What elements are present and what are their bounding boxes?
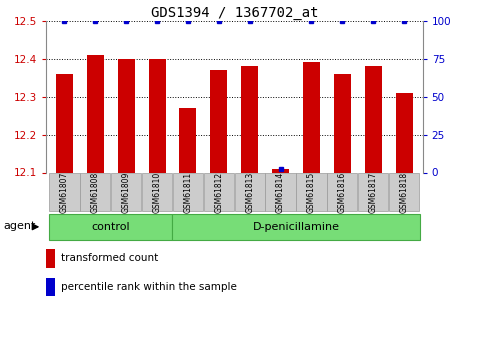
Bar: [365, 66, 382, 172]
Text: control: control: [91, 222, 130, 232]
Text: GSM61811: GSM61811: [184, 172, 192, 213]
Bar: [46, 249, 55, 268]
Text: GSM61807: GSM61807: [60, 172, 69, 213]
Bar: [303, 62, 320, 172]
Bar: [204, 173, 234, 211]
Text: GSM61814: GSM61814: [276, 172, 285, 213]
Bar: [389, 173, 419, 211]
Text: GSM61808: GSM61808: [91, 172, 100, 213]
Text: GSM61810: GSM61810: [153, 172, 161, 213]
Bar: [396, 93, 412, 172]
Bar: [87, 55, 104, 172]
Bar: [56, 74, 73, 172]
Bar: [210, 70, 227, 172]
Text: GSM61818: GSM61818: [399, 172, 409, 213]
Bar: [142, 173, 172, 211]
Bar: [235, 173, 265, 211]
Bar: [327, 173, 357, 211]
Bar: [49, 173, 80, 211]
Bar: [111, 173, 142, 211]
Text: percentile rank within the sample: percentile rank within the sample: [61, 282, 237, 292]
Bar: [297, 173, 327, 211]
Text: D-penicillamine: D-penicillamine: [253, 222, 340, 232]
Bar: [173, 173, 203, 211]
Bar: [80, 173, 111, 211]
Bar: [46, 277, 55, 296]
Text: GSM61817: GSM61817: [369, 172, 378, 213]
Text: GSM61812: GSM61812: [214, 172, 223, 213]
Bar: [241, 66, 258, 172]
Text: GSM61813: GSM61813: [245, 172, 254, 213]
Bar: [149, 59, 166, 172]
Text: transformed count: transformed count: [61, 253, 158, 263]
Text: GSM61809: GSM61809: [122, 172, 131, 213]
Bar: [172, 214, 420, 240]
Bar: [118, 59, 135, 172]
Bar: [272, 169, 289, 172]
Bar: [49, 214, 172, 240]
Bar: [180, 108, 197, 172]
Bar: [358, 173, 388, 211]
Bar: [334, 74, 351, 172]
Text: GSM61815: GSM61815: [307, 172, 316, 213]
Text: agent: agent: [4, 221, 36, 231]
Text: GSM61816: GSM61816: [338, 172, 347, 213]
Title: GDS1394 / 1367702_at: GDS1394 / 1367702_at: [151, 6, 318, 20]
Bar: [266, 173, 296, 211]
